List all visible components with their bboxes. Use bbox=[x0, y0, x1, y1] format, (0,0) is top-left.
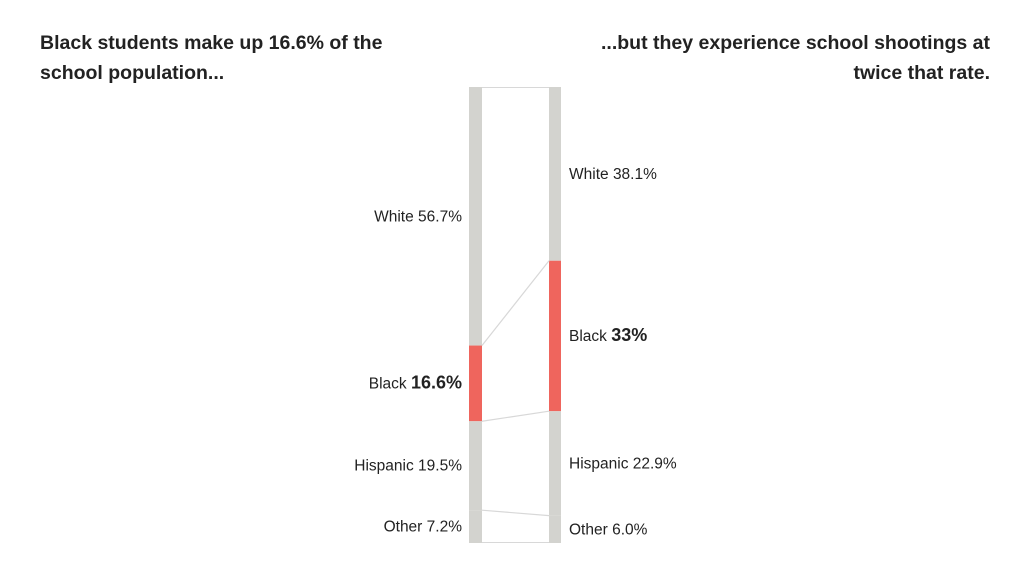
left-title: Black students make up 16.6% of the scho… bbox=[40, 32, 383, 84]
connector-line bbox=[481, 260, 550, 346]
label-hispanic: Hispanic 19.5% bbox=[354, 458, 462, 475]
connector-line bbox=[481, 509, 550, 517]
label-hispanic: Hispanic 22.9% bbox=[569, 455, 677, 472]
label-white: White 56.7% bbox=[374, 208, 462, 225]
bar-segment-other bbox=[469, 510, 482, 543]
connector-line bbox=[481, 410, 550, 422]
bar-segment-hispanic bbox=[549, 411, 561, 516]
label-other: Other 7.2% bbox=[384, 519, 463, 536]
bar-segment-white bbox=[469, 87, 482, 346]
label-other: Other 6.0% bbox=[569, 521, 648, 538]
bar-segment-white bbox=[549, 87, 561, 261]
bar-segment-black bbox=[549, 260, 561, 412]
bar-segment-black bbox=[469, 345, 482, 422]
label-black: Black 16.6% bbox=[369, 372, 462, 392]
right-title: ...but they experience school shootings … bbox=[601, 32, 990, 84]
label-black: Black 33% bbox=[569, 325, 647, 345]
label-white: White 38.1% bbox=[569, 166, 657, 183]
bar-segment-hispanic bbox=[469, 421, 482, 511]
bar-segment-other bbox=[549, 515, 561, 543]
